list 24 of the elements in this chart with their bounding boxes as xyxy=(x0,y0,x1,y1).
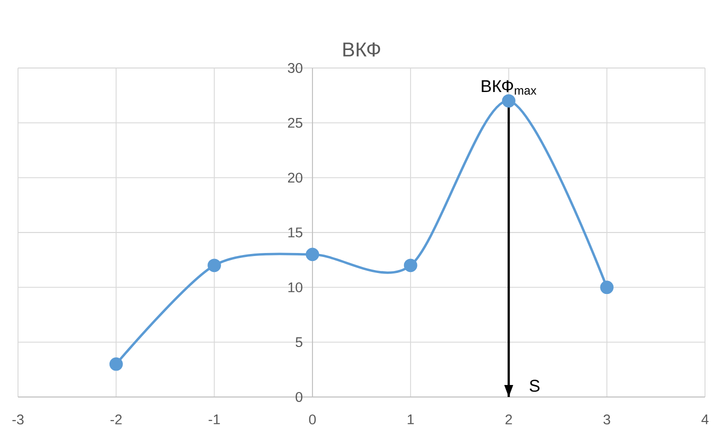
annotation: ВКФ$_{max}$ xyxy=(482,80,536,95)
x-tick-label: 0 xyxy=(309,414,316,424)
y-tick-label: 0 xyxy=(296,392,302,402)
x-tick-label: -1 xyxy=(208,414,220,424)
point xyxy=(306,248,320,262)
y-tick-label: 20 xyxy=(288,172,302,183)
x-tick-label: 4 xyxy=(701,414,708,424)
ref-line-label: S xyxy=(530,380,540,392)
chart-title: ВКФ xyxy=(343,42,380,57)
x-tick-label: 1 xyxy=(408,414,414,424)
y-tick-label: 5 xyxy=(296,337,302,348)
y-tick-label: 30 xyxy=(288,63,302,73)
point xyxy=(208,258,221,272)
point xyxy=(502,94,516,108)
x-tick-label: -2 xyxy=(110,414,122,424)
y-tick-label: 10 xyxy=(288,282,302,292)
point xyxy=(404,258,418,272)
y-tick-label: 25 xyxy=(288,118,302,128)
y-tick-label: 15 xyxy=(288,228,302,238)
point xyxy=(600,280,614,294)
x-tick-label: 3 xyxy=(604,414,610,424)
point xyxy=(109,357,123,371)
x-tick-label: 2 xyxy=(506,414,512,424)
x-tick-label: -3 xyxy=(12,414,24,424)
